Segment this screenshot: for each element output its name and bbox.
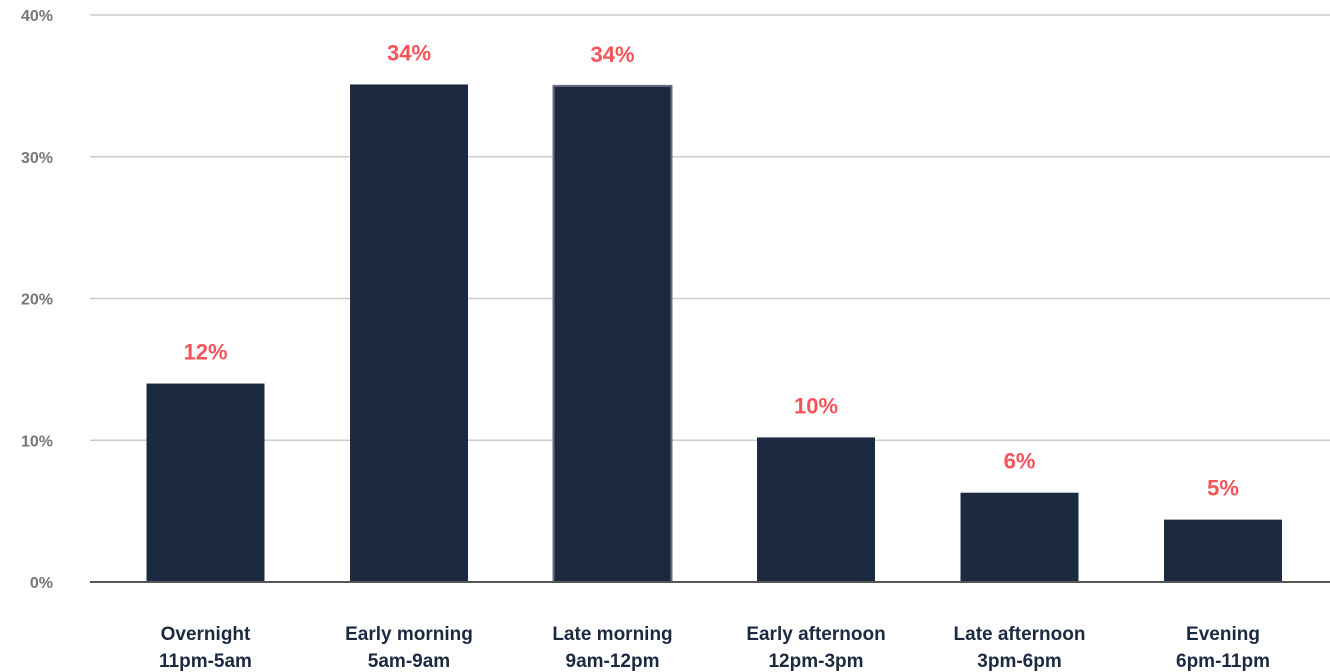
data-label: 34% [387, 40, 431, 65]
x-category-label: Evening [1186, 624, 1260, 645]
x-category-label: Early afternoon [746, 624, 885, 645]
x-category-label: 11pm-5am [159, 651, 252, 672]
data-label: 6% [1004, 449, 1036, 474]
x-category-label: Early morning [345, 624, 473, 645]
x-category-label: 5am-9am [368, 651, 450, 672]
data-labels: 12% 34% 34% 10% 6% 5% [183, 40, 1238, 500]
data-label: 5% [1207, 476, 1239, 501]
x-category-label: 12pm-3pm [768, 651, 863, 672]
x-category-label: 3pm-6pm [977, 651, 1061, 672]
x-category-label: 9am-12pm [566, 651, 660, 672]
data-label: 34% [590, 42, 634, 67]
x-category-label: Late morning [552, 624, 672, 645]
y-tick-label: 20% [21, 292, 53, 309]
y-tick-label: 10% [21, 433, 53, 450]
y-tick-label: 0% [30, 575, 53, 592]
y-axis-tick-labels: 0% 10% 20% 30% 40% [21, 8, 53, 592]
x-category-label: Overnight [161, 624, 251, 645]
bars [146, 84, 1282, 583]
y-tick-label: 30% [21, 150, 53, 167]
bar [146, 383, 265, 582]
x-category-label: 6pm-11pm [1176, 651, 1270, 672]
y-tick-label: 40% [21, 8, 53, 25]
bar [552, 84, 673, 583]
x-axis-category-labels: Overnight 11pm-5am Early morning 5am-9am Lat… [159, 624, 1270, 672]
bar [350, 84, 468, 583]
data-label: 12% [183, 340, 227, 365]
bar [1164, 519, 1282, 582]
bar [757, 437, 875, 582]
x-category-label: Late afternoon [954, 624, 1086, 645]
data-label: 10% [794, 393, 838, 418]
bar [960, 492, 1079, 582]
grid-lines [90, 14, 1330, 441]
